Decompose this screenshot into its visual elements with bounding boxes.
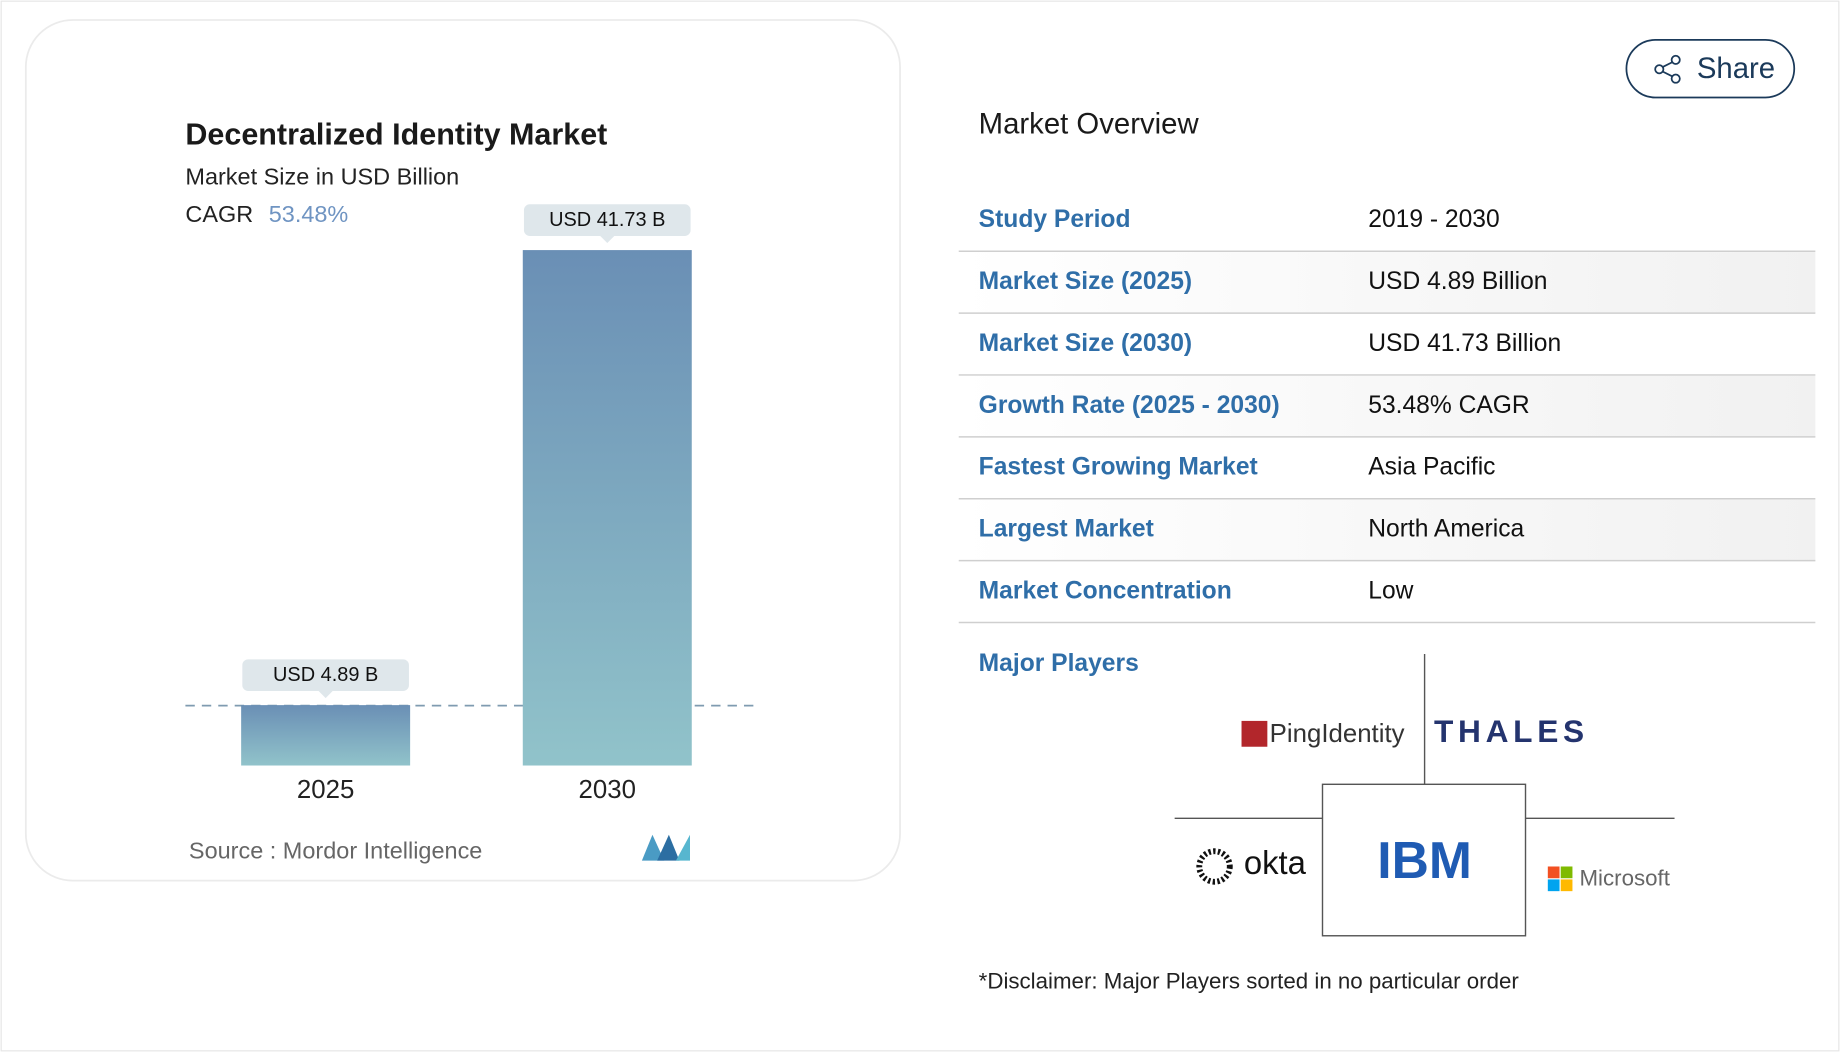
x-tick-label: 2025 <box>297 776 354 804</box>
row-value: USD 4.89 Billion <box>1368 268 1547 295</box>
overview-table: Study Period 2019 - 2030 Market Size (2025… <box>958 206 1816 624</box>
bar <box>522 250 692 766</box>
disclaimer: *Disclaimer: Major Players sorted in no … <box>979 969 1520 994</box>
row-label: Market Size (2025) <box>979 268 1192 295</box>
row-label: Growth Rate (2025 - 2030) <box>979 392 1280 419</box>
cagr-label: CAGR <box>185 201 253 227</box>
row-background <box>958 375 1816 437</box>
chart-subtitle: Market Size in USD Billion <box>185 164 459 190</box>
bar <box>241 705 411 766</box>
players-title: Major Players <box>979 650 1139 677</box>
share-icon <box>1654 54 1681 84</box>
row-label: Largest Market <box>979 516 1154 543</box>
cagr-value: 53.48% <box>269 201 349 227</box>
brand-logo <box>641 834 691 861</box>
share-label[interactable]: Share <box>1697 52 1775 85</box>
player-logo: okta <box>1244 844 1307 881</box>
row-value: Low <box>1368 577 1413 604</box>
row-background <box>958 499 1816 561</box>
row-value: North America <box>1368 516 1524 543</box>
value-label: USD 4.89 B <box>273 664 378 686</box>
value-label: USD 41.73 B <box>549 209 665 231</box>
row-value: Asia Pacific <box>1368 454 1495 481</box>
row-label: Fastest Growing Market <box>979 454 1258 481</box>
row-background <box>958 252 1816 314</box>
chart-title: Decentralized Identity Market <box>185 117 607 151</box>
value-label-pointer <box>600 235 615 244</box>
value-label-pointer <box>318 691 333 699</box>
players-grid <box>1174 653 1675 937</box>
share-border[interactable] <box>1625 39 1796 99</box>
row-label: Market Size (2030) <box>979 330 1192 357</box>
row-value: USD 41.73 Billion <box>1368 330 1561 357</box>
row-value: 53.48% CAGR <box>1368 392 1529 419</box>
share-button[interactable]: Share <box>1625 39 1796 99</box>
microsoft-logo-mark <box>1547 866 1573 892</box>
value-label-box <box>523 204 691 236</box>
value-label-box <box>242 659 409 692</box>
player-logo: IBM <box>1377 831 1472 889</box>
row-value: 2019 - 2030 <box>1368 206 1499 233</box>
player-logo: PingIdentity <box>1270 720 1405 748</box>
overview-title: Market Overview <box>979 107 1200 140</box>
row-label: Study Period <box>979 206 1131 233</box>
okta-logo-mark <box>1196 848 1233 885</box>
row-label: Market Concentration <box>979 577 1232 604</box>
source: Source : Mordor Intelligence <box>189 838 482 864</box>
player-logo: Microsoft <box>1579 865 1670 890</box>
player-logo: THALES <box>1434 713 1589 749</box>
x-tick-label: 2030 <box>579 776 636 804</box>
ping-logo-mark <box>1241 720 1268 747</box>
